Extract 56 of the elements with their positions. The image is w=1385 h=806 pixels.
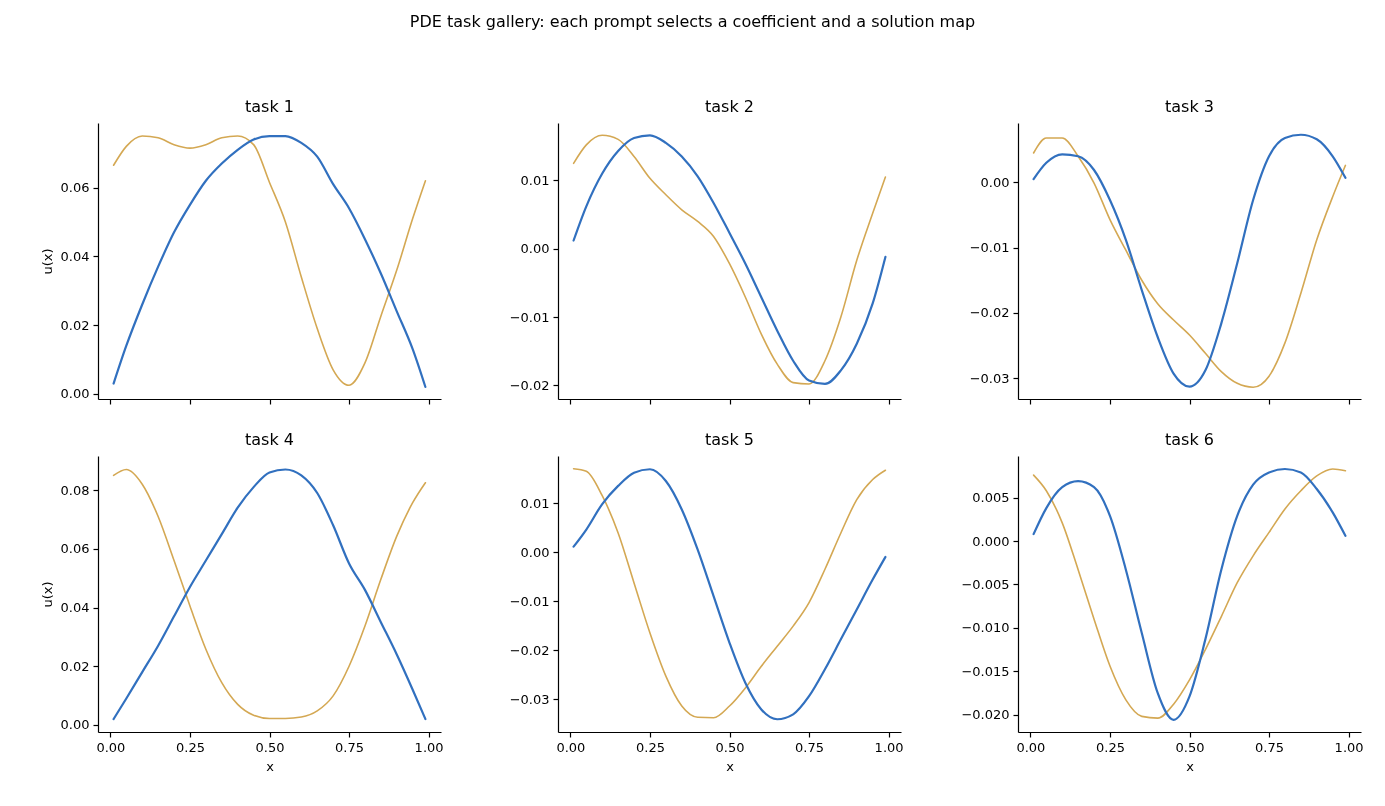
x-tick-label: 0.75 — [795, 739, 825, 755]
x-tick-label: 0.25 — [635, 739, 665, 755]
x-tick-label: 0.50 — [255, 739, 285, 755]
y-tick-label: −0.02 — [509, 642, 550, 658]
y-tick-label: 0.00 — [60, 386, 90, 402]
y-tick-label: −0.02 — [509, 377, 550, 393]
x-tick-label: 0.25 — [1095, 739, 1125, 755]
x-axis-title: x — [266, 758, 275, 774]
x-tick-label: 0.00 — [1016, 739, 1046, 755]
y-tick-label: −0.03 — [969, 370, 1010, 386]
text: PDE task gallery: each prompt selects a coefficient and a solution map — [408, 12, 977, 31]
y-axis-title: u(x) — [39, 581, 55, 608]
y-tick-label: 0.000 — [972, 533, 1010, 549]
y-tick-label: 0.04 — [60, 600, 90, 616]
chart-title: task 5 — [705, 430, 754, 449]
y-tick-label: −0.020 — [961, 707, 1010, 723]
y-tick-label: −0.01 — [509, 309, 550, 325]
y-tick-label: −0.010 — [961, 620, 1010, 636]
x-axis-title: x — [1186, 758, 1195, 774]
x-tick-label: 0.00 — [556, 739, 586, 755]
y-tick-label: 0.00 — [980, 174, 1010, 190]
y-tick-label: −0.005 — [961, 576, 1010, 592]
y-tick-label: 0.01 — [520, 172, 550, 188]
x-tick-label: 1.00 — [1334, 739, 1364, 755]
y-tick-label: 0.01 — [520, 495, 550, 511]
x-axis-title: x — [726, 758, 735, 774]
y-tick-label: 0.08 — [60, 482, 90, 498]
y-tick-label: 0.02 — [60, 658, 90, 674]
y-axis-title: u(x) — [39, 248, 55, 275]
chart-title: task 1 — [245, 97, 294, 116]
x-tick-label: 0.00 — [96, 739, 126, 755]
x-tick-label: 1.00 — [874, 739, 904, 755]
x-tick-label: 0.25 — [175, 739, 205, 755]
y-tick-label: −0.02 — [969, 305, 1010, 321]
y-tick-label: −0.01 — [969, 240, 1010, 256]
chart-title: task 6 — [1165, 430, 1214, 449]
y-tick-label: 0.00 — [520, 241, 550, 257]
x-tick-label: 0.50 — [1175, 739, 1205, 755]
x-tick-label: 0.75 — [335, 739, 365, 755]
line-series — [572, 134, 887, 385]
x-tick-label: 0.50 — [715, 739, 745, 755]
y-tick-label: 0.04 — [60, 248, 90, 264]
y-tick-label: 0.06 — [60, 180, 90, 196]
chart-title: task 3 — [1165, 97, 1214, 116]
chart-title: task 4 — [245, 430, 294, 449]
y-tick-label: −0.03 — [509, 691, 550, 707]
x-tick-label: 1.00 — [414, 739, 444, 755]
y-tick-label: 0.02 — [60, 317, 90, 333]
y-tick-label: 0.00 — [520, 544, 550, 560]
chart-title: task 2 — [705, 97, 754, 116]
y-tick-label: 0.005 — [972, 490, 1010, 506]
y-tick-label: 0.06 — [60, 541, 90, 557]
y-tick-label: −0.01 — [509, 593, 550, 609]
x-tick-label: 0.75 — [1255, 739, 1285, 755]
y-tick-label: 0.00 — [60, 717, 90, 733]
y-tick-label: −0.015 — [961, 663, 1010, 679]
